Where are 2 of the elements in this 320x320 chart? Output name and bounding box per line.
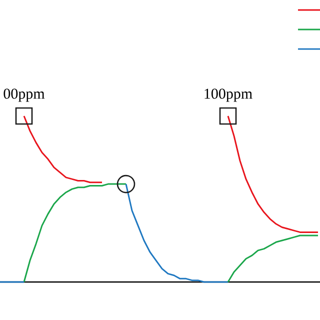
text: 00ppm [4, 88, 45, 102]
text: 100ppm [204, 88, 252, 102]
